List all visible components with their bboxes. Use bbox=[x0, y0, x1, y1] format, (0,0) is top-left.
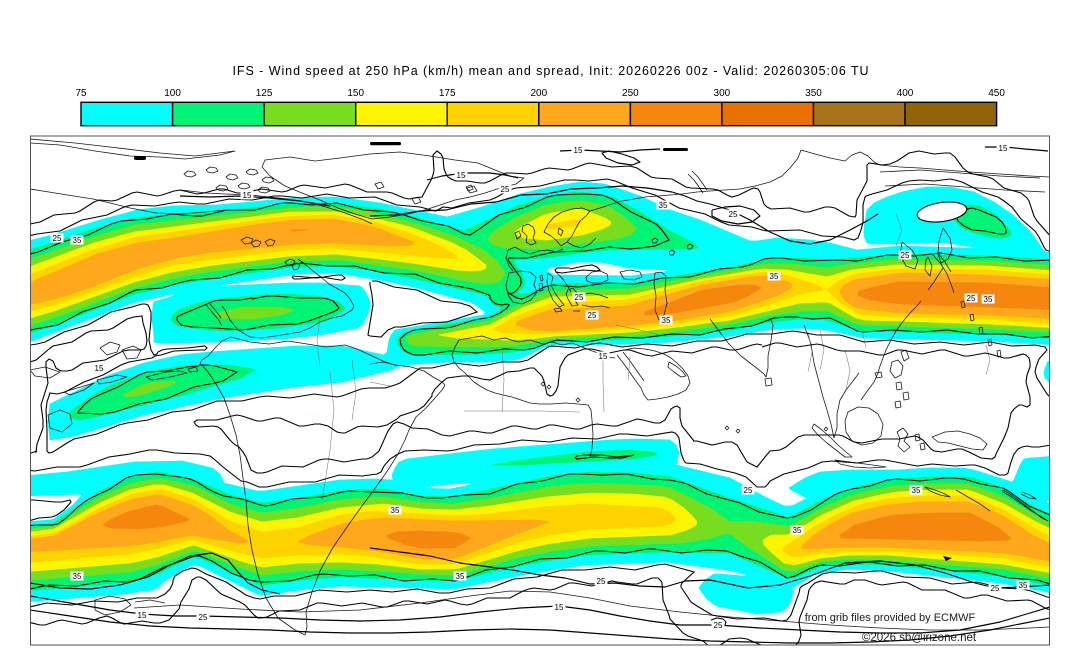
svg-text:35: 35 bbox=[912, 486, 921, 495]
svg-text:125: 125 bbox=[256, 88, 273, 99]
svg-text:25: 25 bbox=[597, 577, 606, 586]
svg-text:75: 75 bbox=[75, 88, 87, 99]
svg-text:15: 15 bbox=[599, 352, 608, 361]
svg-text:from grib files provided by EC: from grib files provided by ECMWF bbox=[805, 612, 976, 624]
svg-text:25: 25 bbox=[53, 234, 62, 243]
svg-text:35: 35 bbox=[73, 236, 82, 245]
svg-text:35: 35 bbox=[391, 506, 400, 515]
svg-text:25: 25 bbox=[744, 486, 753, 495]
svg-text:25: 25 bbox=[588, 311, 597, 320]
svg-text:25: 25 bbox=[199, 613, 208, 622]
svg-text:15: 15 bbox=[555, 603, 564, 612]
svg-text:35: 35 bbox=[659, 201, 668, 210]
svg-text:35: 35 bbox=[984, 295, 993, 304]
svg-text:100: 100 bbox=[164, 88, 181, 99]
svg-text:350: 350 bbox=[805, 88, 822, 99]
svg-text:35: 35 bbox=[662, 316, 671, 325]
svg-text:15: 15 bbox=[457, 171, 466, 180]
svg-text:35: 35 bbox=[770, 272, 779, 281]
svg-text:15: 15 bbox=[243, 191, 252, 200]
svg-text:15: 15 bbox=[138, 611, 147, 620]
svg-text:175: 175 bbox=[439, 88, 456, 99]
svg-text:25: 25 bbox=[991, 584, 1000, 593]
svg-text:35: 35 bbox=[793, 526, 802, 535]
svg-text:300: 300 bbox=[714, 88, 731, 99]
svg-text:15: 15 bbox=[95, 364, 104, 373]
svg-text:25: 25 bbox=[729, 210, 738, 219]
svg-text:250: 250 bbox=[622, 88, 639, 99]
svg-text:15: 15 bbox=[574, 146, 583, 155]
svg-text:35: 35 bbox=[1019, 581, 1028, 590]
svg-text:25: 25 bbox=[501, 185, 510, 194]
svg-text:25: 25 bbox=[575, 293, 584, 302]
svg-text:©2026 sb@irizone.net: ©2026 sb@irizone.net bbox=[862, 632, 977, 644]
svg-text:400: 400 bbox=[897, 88, 914, 99]
svg-text:150: 150 bbox=[347, 88, 364, 99]
svg-text:450: 450 bbox=[988, 88, 1005, 99]
svg-text:200: 200 bbox=[530, 88, 547, 99]
svg-text:35: 35 bbox=[73, 572, 82, 581]
svg-text:15: 15 bbox=[999, 144, 1008, 153]
svg-text:25: 25 bbox=[901, 251, 910, 260]
svg-text:25: 25 bbox=[967, 294, 976, 303]
svg-text:25: 25 bbox=[714, 621, 723, 630]
svg-text:35: 35 bbox=[456, 572, 465, 581]
